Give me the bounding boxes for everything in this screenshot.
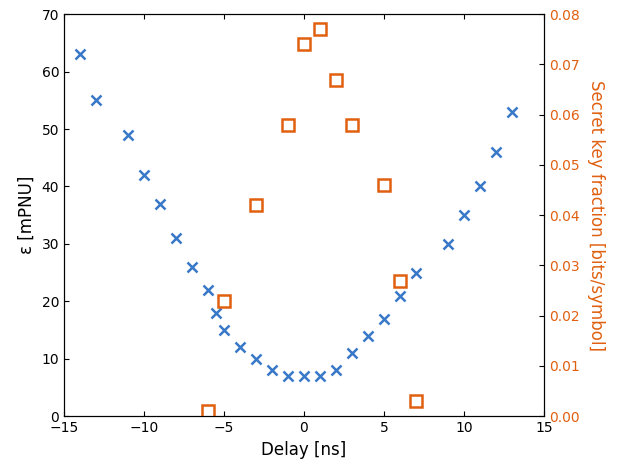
Y-axis label: Secret key fraction [bits/symbol]: Secret key fraction [bits/symbol]	[587, 80, 605, 350]
X-axis label: Delay [ns]: Delay [ns]	[261, 441, 347, 459]
Y-axis label: ε [mPNU]: ε [mPNU]	[18, 176, 36, 254]
